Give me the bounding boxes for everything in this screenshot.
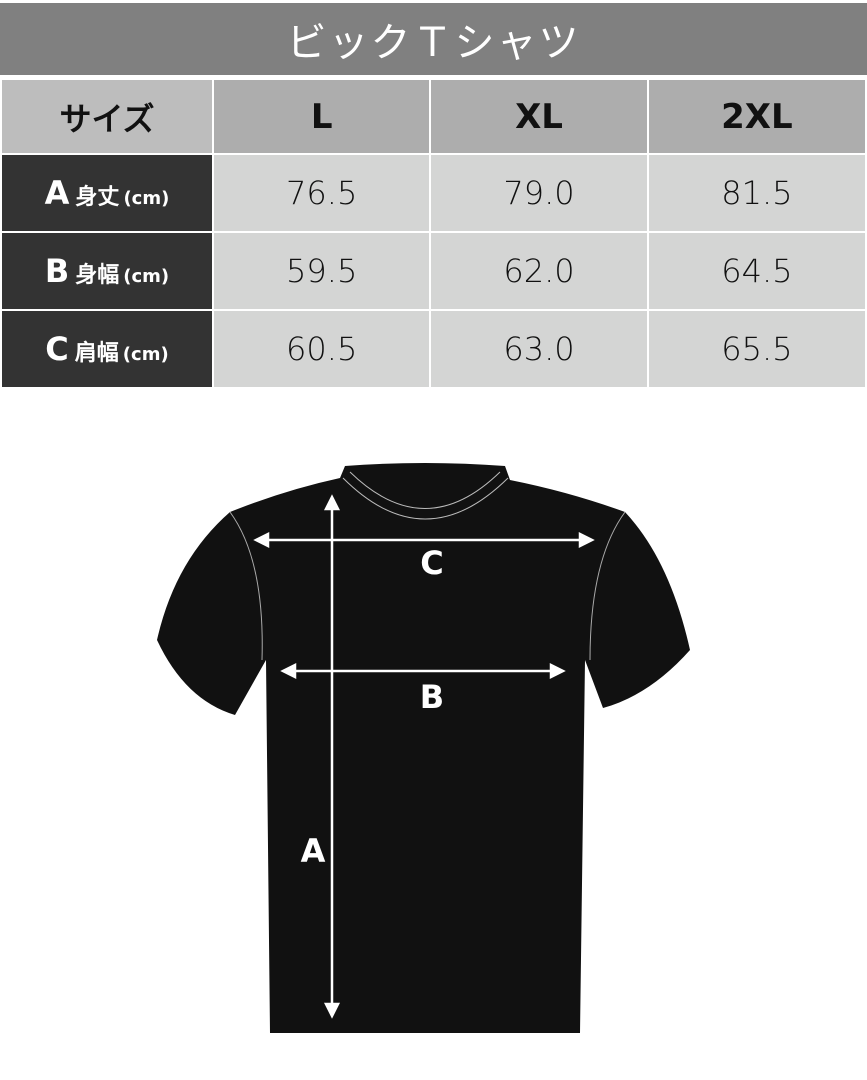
row-name: 身幅 [75,263,120,288]
cell: 79.0 [429,153,649,233]
collar [342,471,509,520]
cell: 81.5 [646,153,867,233]
size-2xl: 2XL [646,78,867,155]
size-header: サイズ [0,78,214,155]
row-label: C 肩幅 (cm) [0,309,214,389]
row-letter: B [44,252,70,290]
cell: 62.0 [429,231,649,311]
arrow-head [549,662,566,680]
arrow-head [280,662,297,680]
row-letter: A [44,174,70,212]
page-title: ビックＴシャツ [0,3,867,75]
tshirt-shape [157,463,690,1033]
row-unit: (cm) [122,344,169,365]
row-label: A 身丈 (cm) [0,153,214,233]
size-xl: XL [429,78,649,155]
cell: 65.5 [646,309,867,389]
size-table: サイズ L XL 2XL A 身丈 (cm) 76.5 79.0 81.5 B 身幅(… [0,78,867,389]
table-row: A 身丈 (cm) 76.5 79.0 81.5 [0,153,867,233]
size-l: L [211,78,432,155]
cell: 59.5 [211,231,432,311]
arrow-head [578,531,595,549]
cell: 76.5 [211,153,432,233]
sleeve-seams [229,511,626,661]
row-name: 身丈 [75,185,120,210]
arrow-head [253,531,270,549]
header-row: サイズ L XL 2XL [0,78,867,155]
table-row: C 肩幅 (cm) 60.5 63.0 65.5 [0,309,867,389]
cell: 63.0 [429,309,649,389]
table-row: B 身幅 (cm) 59.5 62.0 64.5 [0,231,867,311]
arrow-head [323,1002,341,1019]
cell: 64.5 [646,231,867,311]
cell: 60.5 [211,309,432,389]
row-unit: (cm) [123,188,170,209]
label-a: A [301,832,326,870]
label-b: B [420,678,444,716]
label-c: C [420,544,443,582]
arrow-head [323,494,341,511]
row-name: 肩幅 [74,341,119,366]
row-letter: C [45,330,69,368]
row-label: B 身幅 (cm) [0,231,214,311]
row-unit: (cm) [123,266,170,287]
